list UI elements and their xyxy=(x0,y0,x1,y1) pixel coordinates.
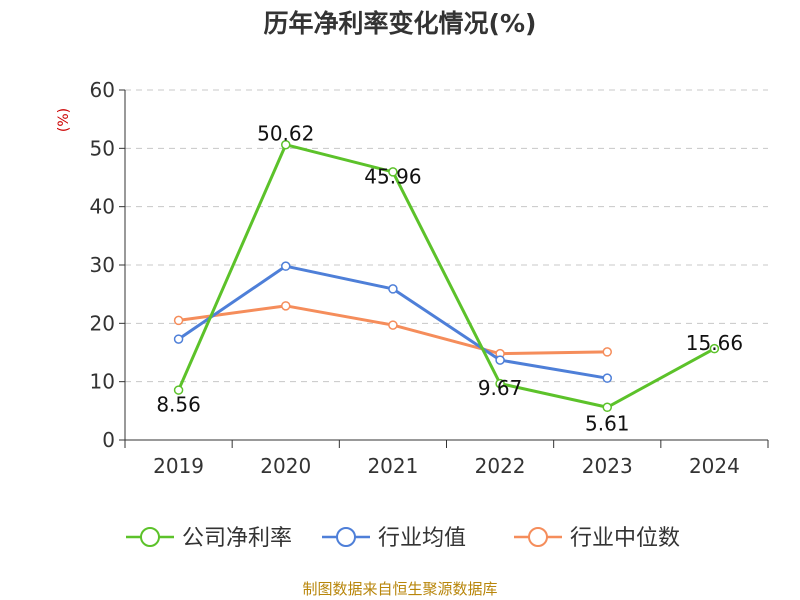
chart-title: 历年净利率变化情况(%) xyxy=(263,9,537,38)
data-point xyxy=(388,167,398,177)
x-tick-label: 2023 xyxy=(582,454,633,478)
y-tick-label: 10 xyxy=(90,370,115,394)
x-tick-label: 2022 xyxy=(475,454,526,478)
data-label: 50.62 xyxy=(257,122,314,146)
y-tick-label: 0 xyxy=(102,428,115,452)
x-tick-label: 2020 xyxy=(260,454,311,478)
data-point xyxy=(281,301,291,311)
data-point xyxy=(388,284,398,294)
data-point xyxy=(602,347,612,357)
data-label: 8.56 xyxy=(156,392,201,416)
data-label: 5.61 xyxy=(585,411,630,435)
data-point xyxy=(709,343,720,354)
legend-label: 行业中位数 xyxy=(570,526,680,551)
data-point xyxy=(495,355,505,365)
y-tick-label: 40 xyxy=(90,195,115,219)
x-tick-label: 2021 xyxy=(367,454,418,478)
legend-label: 行业均值 xyxy=(378,526,466,551)
data-source-note: 制图数据来自恒生聚源数据库 xyxy=(302,580,498,598)
legend-marker-icon xyxy=(528,527,548,547)
data-label: 9.67 xyxy=(478,376,523,400)
legend-label: 公司净利率 xyxy=(182,526,292,551)
data-point xyxy=(281,139,291,150)
series-line-0 xyxy=(177,143,716,409)
y-tick-label: 60 xyxy=(90,78,115,102)
legend-marker-icon xyxy=(140,527,160,547)
y-tick-label: 30 xyxy=(90,253,115,277)
data-point xyxy=(173,315,184,326)
x-tick-label: 2019 xyxy=(153,454,204,478)
data-point xyxy=(281,261,291,271)
legend-marker-icon xyxy=(336,527,356,547)
data-point xyxy=(495,378,505,389)
x-tick-label: 2024 xyxy=(689,454,740,478)
data-point xyxy=(388,320,398,330)
y-tick-label: 20 xyxy=(90,311,115,335)
data-label: 45.96 xyxy=(364,164,421,188)
y-tick-label: 50 xyxy=(90,136,115,160)
data-point xyxy=(173,334,184,344)
data-point xyxy=(173,385,184,395)
data-label: 15.66 xyxy=(686,331,743,355)
data-point xyxy=(602,373,612,383)
data-point xyxy=(602,402,612,413)
